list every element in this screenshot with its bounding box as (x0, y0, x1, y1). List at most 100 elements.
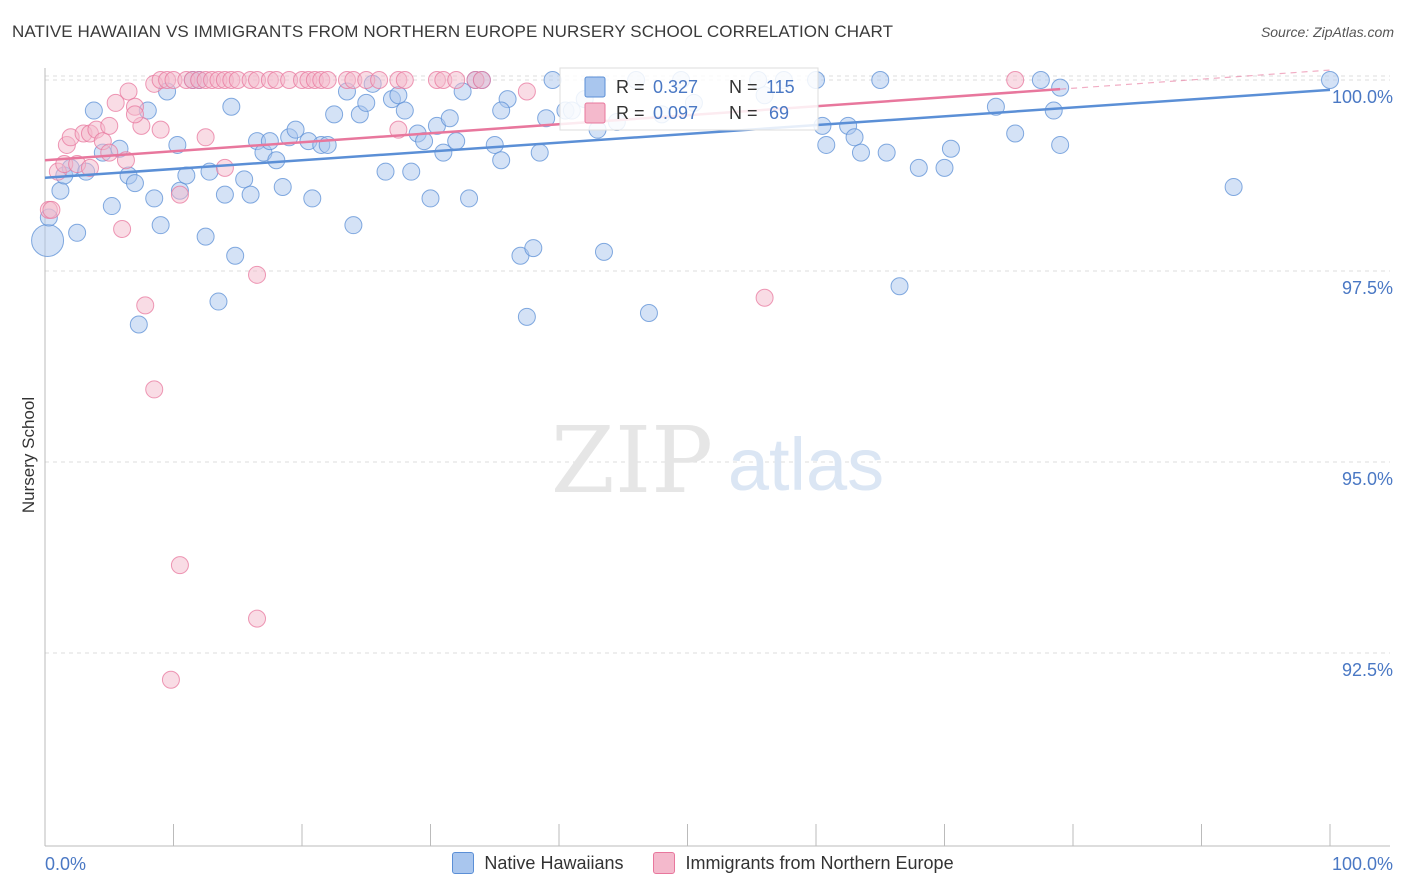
chart-title: NATIVE HAWAIIAN VS IMMIGRANTS FROM NORTH… (12, 22, 894, 41)
data-point (235, 170, 254, 189)
data-point (125, 174, 144, 193)
data-point (168, 135, 187, 154)
data-point (395, 71, 414, 89)
axes (44, 68, 1390, 847)
data-point (492, 151, 511, 170)
data-point (890, 277, 909, 296)
data-point (80, 158, 99, 177)
data-point (1006, 124, 1025, 143)
data-point (196, 128, 215, 147)
stats-r-label-2: R = (616, 103, 645, 123)
data-points (31, 71, 1339, 689)
legend-item-native-hawaiians[interactable]: Native Hawaiians (452, 852, 623, 874)
data-point (170, 185, 189, 204)
data-point (286, 120, 305, 139)
data-point (517, 82, 536, 101)
watermark-atlas: atlas (728, 423, 884, 506)
data-point (395, 101, 414, 120)
source-label: Source: ZipAtlas.com (1260, 24, 1394, 40)
data-point (543, 71, 562, 89)
data-point (1031, 71, 1050, 89)
y-tick-labels: 100.0% 97.5% 95.0% 92.5% (1332, 87, 1393, 680)
legend-swatch-native-hawaiians (452, 852, 475, 874)
data-point (370, 71, 389, 89)
data-point (170, 556, 189, 575)
y-tick-label-2: 95.0% (1342, 469, 1393, 489)
data-point (325, 105, 344, 124)
data-point (129, 315, 148, 334)
legend: Native Hawaiians Immigrants from Norther… (0, 852, 1406, 874)
data-point (119, 82, 138, 101)
data-point (1224, 177, 1243, 196)
data-point (845, 128, 864, 147)
data-point (1051, 78, 1070, 97)
data-point (524, 239, 543, 258)
data-point (151, 120, 170, 139)
data-point (136, 296, 155, 315)
data-point (273, 177, 292, 196)
data-point (871, 71, 890, 89)
data-point (248, 265, 267, 284)
data-point (241, 185, 260, 204)
data-point (100, 143, 119, 162)
trend-line-0 (44, 88, 1331, 180)
gridlines (45, 75, 1390, 654)
data-point (402, 162, 421, 181)
data-point (909, 158, 928, 177)
legend-label-native-hawaiians: Native Hawaiians (484, 852, 624, 873)
data-point (196, 227, 215, 246)
data-point (485, 135, 504, 154)
data-point (1006, 71, 1025, 89)
data-point (84, 101, 103, 120)
stats-n-label-2: N = (729, 103, 758, 123)
data-point (113, 219, 132, 238)
x-tick-label-min: 0.0% (45, 854, 86, 874)
data-point (222, 97, 241, 116)
trend-lines (44, 69, 1331, 180)
watermark: ZIP atlas (551, 407, 884, 514)
data-point (986, 97, 1005, 116)
data-point (434, 143, 453, 162)
stats-n-value-1: 115 (766, 77, 795, 97)
data-point (941, 139, 960, 158)
data-point (248, 609, 267, 628)
data-point (530, 143, 549, 162)
data-point (51, 181, 70, 200)
data-point (440, 109, 459, 128)
data-point (125, 105, 144, 124)
data-point (1044, 101, 1063, 120)
data-point (447, 71, 466, 89)
data-point (215, 185, 234, 204)
data-point (267, 151, 286, 170)
watermark-zip: ZIP (551, 407, 713, 514)
data-point (344, 216, 363, 235)
data-point (31, 223, 65, 257)
data-point (68, 223, 87, 242)
data-point (389, 120, 408, 139)
data-point (151, 216, 170, 235)
legend-swatch-northern-europe (653, 852, 676, 874)
trend-line-extension-1 (1060, 69, 1331, 90)
data-point (215, 158, 234, 177)
stats-swatch-native-hawaiians (584, 76, 606, 98)
stats-swatch-northern-europe (584, 102, 606, 124)
stats-legend: R = 0.327 N = 115 R = 0.097 N = 69 (559, 67, 819, 131)
legend-item-northern-europe[interactable]: Immigrants from Northern Europe (653, 852, 954, 874)
data-point (42, 200, 61, 219)
data-point (226, 246, 245, 265)
x-tick-label-max: 100.0% (1332, 854, 1393, 874)
data-point (1321, 71, 1339, 89)
data-point (755, 288, 774, 307)
stats-r-value-2: 0.097 (653, 103, 698, 123)
stats-r-value-1: 0.327 (653, 77, 698, 97)
data-point (376, 162, 395, 181)
data-point (303, 189, 322, 208)
data-point (100, 116, 119, 135)
y-tick-label-1: 97.5% (1342, 278, 1393, 298)
y-tick-label-0: 100.0% (1332, 87, 1393, 107)
data-point (817, 135, 836, 154)
data-point (447, 132, 466, 151)
stats-n-label-1: N = (729, 77, 758, 97)
data-point (517, 307, 536, 326)
